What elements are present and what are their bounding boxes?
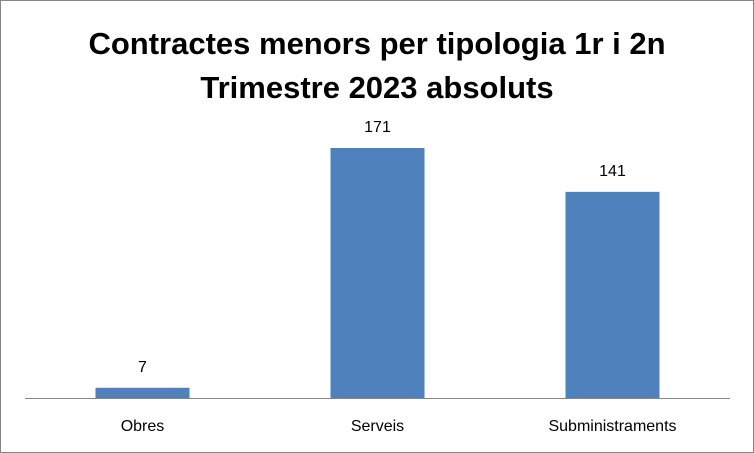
value-label: 7: [138, 359, 147, 376]
bar: [330, 148, 425, 398]
x-tick-label: Subministraments: [548, 418, 676, 435]
bar: [565, 191, 660, 398]
value-label: 141: [599, 163, 626, 180]
x-tick-label: Serveis: [351, 418, 404, 435]
value-label: 171: [364, 119, 391, 136]
bar: [95, 387, 190, 398]
x-tick-label: Obres: [121, 418, 165, 435]
chart-title: Contractes menors per tipologia 1r i 2n …: [88, 26, 666, 105]
